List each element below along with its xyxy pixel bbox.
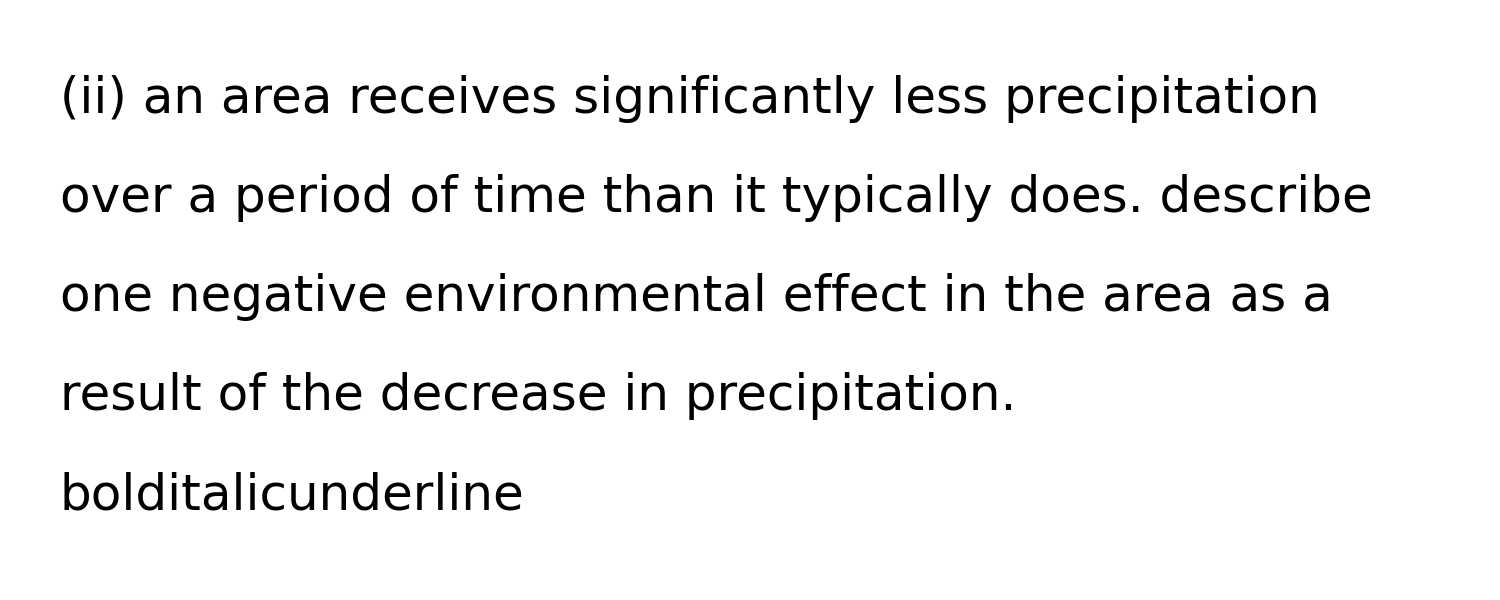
- Text: over a period of time than it typically does. describe: over a period of time than it typically …: [60, 174, 1372, 222]
- Text: (ii) an area receives significantly less precipitation: (ii) an area receives significantly less…: [60, 75, 1320, 123]
- Text: bolditalicunderline: bolditalicunderline: [60, 471, 525, 519]
- Text: result of the decrease in precipitation.: result of the decrease in precipitation.: [60, 372, 1017, 420]
- Text: one negative environmental effect in the area as a: one negative environmental effect in the…: [60, 273, 1332, 321]
